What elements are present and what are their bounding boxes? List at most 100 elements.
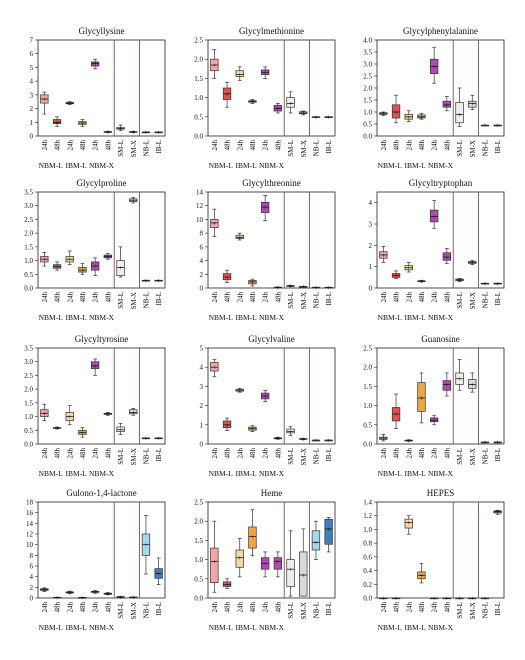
mean-marker: + — [144, 277, 148, 285]
chart-panel: Gulono-1,4-lactone 0 2 4 6 8 10 12 14 16 18 +24h +48… — [26, 488, 166, 632]
group-label: NBM-X — [89, 469, 115, 478]
x-tick-label: IB-L — [155, 140, 163, 154]
chart-panel: Glycylproline 0.0 0.5 1.0 1.5 2.0 2.5 3.0 3.5 +24… — [24, 178, 166, 322]
mean-marker: + — [496, 439, 500, 447]
plot-frame — [207, 501, 336, 599]
box — [286, 428, 295, 434]
mean-marker: + — [157, 277, 161, 285]
x-tick-label: 48h — [54, 602, 62, 613]
mean-marker: + — [445, 381, 449, 389]
mean-marker: + — [381, 595, 385, 603]
box — [311, 530, 321, 551]
y-tick-label: 10 — [26, 541, 34, 549]
mean-marker: + — [55, 594, 59, 602]
mean-marker: + — [289, 428, 293, 436]
x-tick-label: 48h — [104, 448, 112, 459]
x-tick-label: 48h — [418, 602, 426, 613]
y-tick-label: 4 — [200, 364, 204, 372]
mean-marker: + — [301, 109, 305, 117]
chart-panel: Glycylmethionine 0.0 0.5 1.0 1.5 2.0 2.5 +24h +4… — [194, 26, 336, 170]
mean-marker: + — [250, 533, 254, 541]
x-tick-label: SM-L — [456, 448, 464, 465]
mean-marker: + — [68, 100, 72, 108]
plot-frame — [376, 347, 505, 445]
x-tick-label: 24h — [66, 292, 74, 303]
mean-marker: + — [432, 63, 436, 71]
group-label: IBM-L — [404, 161, 426, 170]
x-tick-label: SM-X — [130, 448, 138, 466]
y-tick-label: 1.5 — [194, 537, 203, 545]
y-tick-label: 2 — [369, 242, 373, 250]
x-tick-label: 24h — [92, 292, 100, 303]
y-tick-label: 3.5 — [24, 345, 33, 353]
y-tick-label: 3 — [200, 383, 204, 391]
x-tick-label: NB-L — [481, 448, 489, 464]
x-tick-label: 24h — [41, 602, 49, 613]
x-tick-label: 24h — [92, 448, 100, 459]
chart-title: Gulono-1,4-lactone — [66, 488, 136, 498]
x-tick-label: IB-L — [155, 448, 163, 462]
x-tick-label: 48h — [224, 292, 232, 303]
chart-panel: HEPES0.00.20.40.60.81.01.21.4+24h+48h+24… — [363, 488, 505, 632]
mean-marker: + — [263, 204, 267, 212]
chart-title: Glycylproline — [77, 178, 127, 188]
x-tick-label: 48h — [249, 140, 257, 151]
mean-marker: + — [55, 425, 59, 433]
x-tick-label: SM-X — [300, 602, 308, 620]
chart-panel: Glycyllysine 0 1 2 3 4 5 6 7 +24h +48h +24h +48h +24h… — [30, 26, 166, 170]
mean-marker: + — [68, 256, 72, 264]
group-label: IBM-L — [65, 623, 87, 632]
mean-marker: + — [144, 434, 148, 442]
chart-title: Glycyltyrosine — [75, 334, 129, 344]
mean-marker: + — [419, 278, 423, 286]
group-label: NBM-X — [428, 313, 454, 322]
x-tick-label: SM-L — [456, 140, 464, 157]
x-tick-label: 24h — [211, 292, 219, 303]
mean-marker: + — [157, 570, 161, 578]
x-tick-label: SM-L — [117, 448, 125, 465]
mean-marker: + — [212, 558, 216, 566]
mean-marker: + — [394, 411, 398, 419]
x-tick-label: 24h — [41, 448, 49, 459]
x-tick-label: SM-L — [456, 602, 464, 619]
x-tick-label: NB-L — [481, 602, 489, 618]
mean-marker: + — [68, 589, 72, 597]
mean-marker: + — [225, 421, 229, 429]
group-label: NBM-L — [378, 623, 403, 632]
group-label: NBM-X — [259, 161, 285, 170]
box — [116, 426, 125, 433]
y-tick-label: 3.5 — [24, 189, 33, 197]
mean-marker: + — [55, 119, 59, 127]
plot-frame — [207, 347, 336, 445]
box — [52, 119, 62, 125]
mean-marker: + — [106, 410, 110, 418]
mean-marker: + — [419, 394, 423, 402]
box — [235, 70, 244, 77]
y-tick-label: 2.5 — [363, 73, 372, 81]
mean-marker: + — [445, 595, 449, 603]
x-tick-label: 24h — [405, 140, 413, 151]
mean-marker: + — [119, 264, 123, 272]
mean-marker: + — [458, 276, 462, 284]
x-tick-label: 48h — [443, 140, 451, 151]
mean-marker: + — [276, 558, 280, 566]
y-tick-label: 0.5 — [24, 427, 33, 435]
x-tick-label: 48h — [393, 448, 401, 459]
group-label: NBM-L — [209, 623, 234, 632]
y-tick-label: 2.0 — [194, 56, 203, 64]
x-tick-label: SM-L — [287, 448, 295, 465]
box — [468, 379, 477, 389]
y-tick-label: 8 — [200, 230, 204, 238]
x-tick-label: SM-X — [469, 140, 477, 158]
x-tick-label: IB-L — [494, 140, 502, 154]
y-tick-label: 0.5 — [363, 121, 372, 129]
box — [248, 526, 257, 549]
x-tick-label: 24h — [380, 602, 388, 613]
group-label: IBM-L — [404, 623, 426, 632]
y-tick-label: 1.0 — [194, 556, 203, 564]
mean-marker: + — [157, 434, 161, 442]
group-label: IBM-L — [65, 161, 87, 170]
mean-marker: + — [483, 439, 487, 447]
box — [286, 559, 295, 587]
plot-frame — [207, 191, 336, 289]
